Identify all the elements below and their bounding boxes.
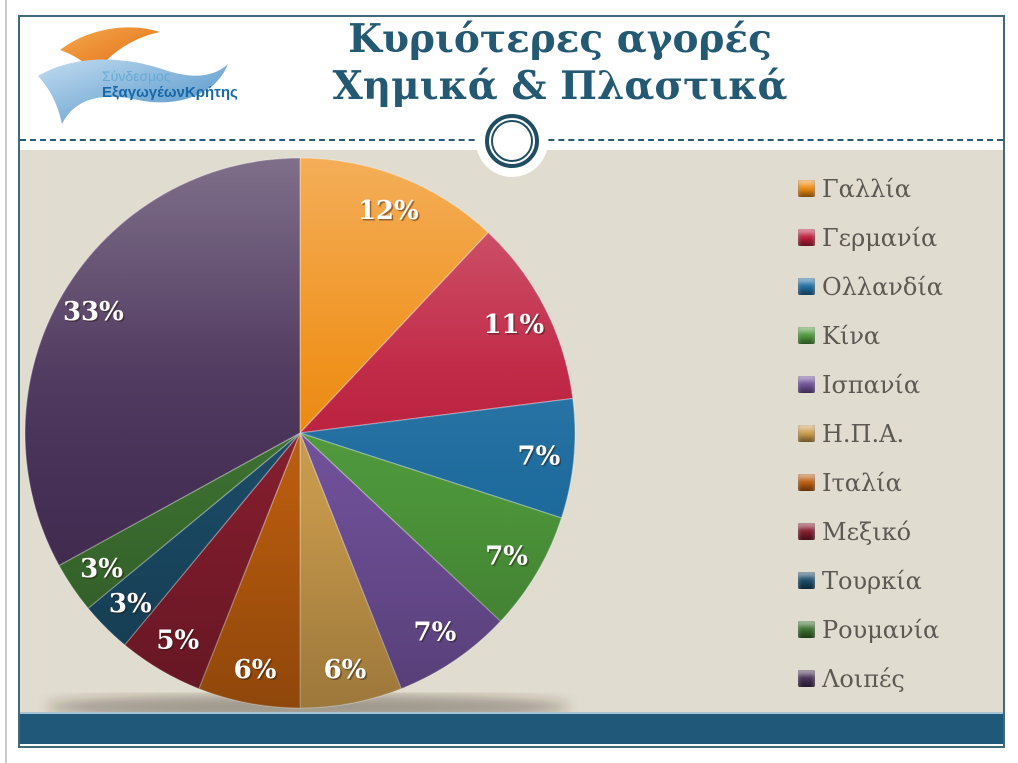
legend-item: Ρουμανία xyxy=(798,605,998,654)
divider-circle-icon xyxy=(476,105,548,177)
legend-item: Η.Π.Α. xyxy=(798,409,998,458)
legend-label: Γαλλία xyxy=(822,174,911,203)
legend-label: Λοιπές xyxy=(822,664,905,693)
pie-percent-label: 6% xyxy=(324,655,367,685)
logo-text-line1: Σύνδεσμος xyxy=(102,68,171,84)
pie-percent-label: 7% xyxy=(518,442,561,472)
legend-swatch xyxy=(798,327,815,344)
pie-percent-label-shadow: 11% xyxy=(485,312,546,342)
legend-label: Ισπανία xyxy=(822,370,921,399)
pie-percent-label-shadow: 3% xyxy=(82,556,125,586)
slide-title-line1: Κυριότερες αγορές xyxy=(348,16,772,62)
logo-text-line2: ΕξαγωγέωνΚρήτης xyxy=(102,84,238,101)
legend-label: Κίνα xyxy=(822,321,881,350)
legend-swatch xyxy=(798,425,815,442)
divider-circle-inner-ring xyxy=(491,120,533,162)
pie-percent-label: 3% xyxy=(80,554,123,584)
pie-percent-label: 5% xyxy=(156,626,199,656)
legend-item: Ολλανδία xyxy=(798,262,998,311)
pie-percent-label-shadow: 33% xyxy=(64,298,125,328)
legend-swatch xyxy=(798,229,815,246)
legend-label: Τουρκία xyxy=(822,566,922,595)
legend-label: Μεξικό xyxy=(822,517,912,546)
legend-label: Η.Π.Α. xyxy=(822,419,905,448)
divider-circle-outer-ring xyxy=(485,114,539,168)
legend-label: Ρουμανία xyxy=(822,615,940,644)
legend-swatch xyxy=(798,278,815,295)
chart-legend: Γαλλία Γερμανία Ολλανδία Κίνα Ισπανία Η.Π.Α. Ι… xyxy=(798,164,998,703)
legend-label: Ολλανδία xyxy=(822,272,943,301)
pie-percent-label: 11% xyxy=(483,310,544,340)
pie-percent-label: 6% xyxy=(234,655,277,685)
pie-percent-label-shadow: 12% xyxy=(359,198,420,228)
pie-percent-label-shadow: 7% xyxy=(487,543,530,573)
legend-item: Γερμανία xyxy=(798,213,998,262)
legend-swatch xyxy=(798,376,815,393)
pie-percent-label-shadow: 6% xyxy=(235,656,278,686)
pie-percent-label-shadow: 5% xyxy=(158,627,201,657)
slide-title: Κυριότερες αγορές Χημικά & Πλαστικά xyxy=(290,16,830,110)
legend-item: Ιταλία xyxy=(798,458,998,507)
pie-percent-label-shadow: 6% xyxy=(325,656,368,686)
pie-percent-label-shadow: 7% xyxy=(519,443,562,473)
legend-swatch xyxy=(798,621,815,638)
crete-exporters-logo: Σύνδεσμος ΕξαγωγέωνΚρήτης xyxy=(30,24,270,129)
pie-percent-label: 7% xyxy=(485,541,528,571)
pie-percent-label: 12% xyxy=(358,196,419,226)
pie-percent-label: 7% xyxy=(414,618,457,648)
legend-item: Λοιπές xyxy=(798,654,998,703)
legend-swatch xyxy=(798,180,815,197)
pie-percent-label: 33% xyxy=(63,297,124,327)
legend-swatch xyxy=(798,572,815,589)
slide-title-line2: Χημικά & Πλαστικά xyxy=(332,63,788,109)
legend-item: Ισπανία xyxy=(798,360,998,409)
pie-chart-svg: 12%12%11%11%7%7%7%7%7%7%6%6%6%6%5%5%3%3%… xyxy=(24,157,576,719)
window-edge-line xyxy=(5,0,7,763)
legend-label: Ιταλία xyxy=(822,468,902,497)
pie-percent-label: 3% xyxy=(109,589,152,619)
bottom-accent-bar xyxy=(20,712,1003,744)
legend-swatch xyxy=(798,670,815,687)
logo-svg: Σύνδεσμος ΕξαγωγέωνΚρήτης xyxy=(38,27,238,125)
legend-item: Τουρκία xyxy=(798,556,998,605)
pie-sheen-overlay xyxy=(25,158,575,708)
pie-chart: 12% 12% 11% 11% 7% 7% 7% 7% 7% 7% 6% 6% 6% 6% 5% 5% 3% 3%… xyxy=(0,123,610,743)
legend-item: Κίνα xyxy=(798,311,998,360)
legend-item: Μεξικό xyxy=(798,507,998,556)
legend-label: Γερμανία xyxy=(822,223,938,252)
legend-swatch xyxy=(798,474,815,491)
legend-swatch xyxy=(798,523,815,540)
logo-swoosh-blue-icon xyxy=(38,59,228,125)
pie-percent-label-shadow: 7% xyxy=(415,619,458,649)
pie-percent-label-shadow: 3% xyxy=(110,590,153,620)
legend-item: Γαλλία xyxy=(798,164,998,213)
